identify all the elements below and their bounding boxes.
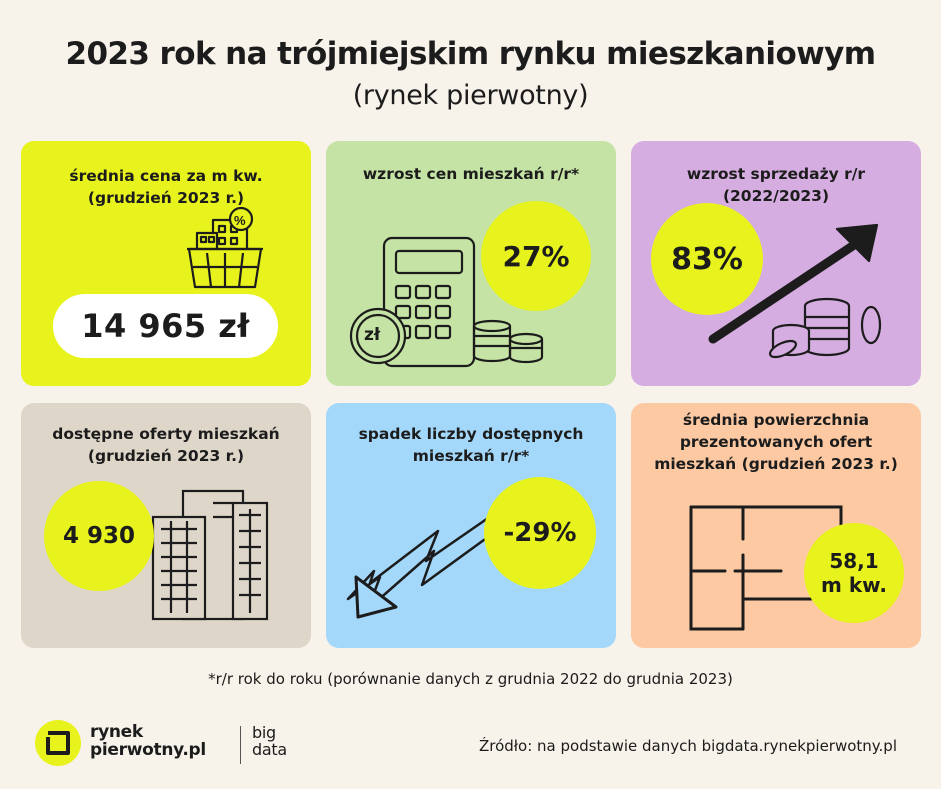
coin-symbol-text: zł (364, 325, 381, 345)
sales-growth-value: 83% (651, 203, 763, 315)
card-available-offers: dostępne oferty mieszkań (grudzień 2023 … (21, 403, 311, 648)
available-offers-value: 4 930 (44, 481, 154, 591)
card-price-per-sqm: % średnia cena za m kw. (grudzień 2023 r… (21, 141, 311, 386)
card-label: średnia powierzchnia prezentowanych ofer… (654, 411, 898, 473)
footnote: *r/r rok do roku (porównanie danych z gr… (208, 670, 733, 688)
logo-partner: big data (252, 723, 287, 759)
source-note: Źródło: na podstawie danych bigdata.ryne… (478, 737, 897, 755)
page-title: 2023 rok na trójmiejskim rynku mieszkani… (65, 36, 876, 72)
calculator-coins-icon (349, 236, 544, 368)
card-average-area: średnia powierzchnia prezentowanych ofer… (631, 403, 921, 648)
price-growth-value: 27% (481, 201, 591, 311)
price-value-pill: 14 965 zł (53, 294, 278, 358)
card-price-growth: wzrost cen mieszkań r/r* zł 27% (326, 141, 616, 386)
card-label: wzrost sprzedaży r/r (2022/2023) (686, 165, 866, 205)
buildings-icon (151, 489, 269, 621)
falling-arrow-icon (346, 505, 512, 619)
page-subtitle: (rynek pierwotny) (352, 80, 589, 111)
svg-text:%: % (234, 213, 246, 228)
card-label: spadek liczby dostępnych mieszkań r/r* (358, 425, 584, 465)
card-label: średnia cena za m kw. (grudzień 2023 r.) (69, 167, 263, 207)
average-area-value: 58,1 m kw. (804, 523, 904, 623)
shopping-basket-buildings-icon: % (187, 206, 263, 289)
card-sales-growth: 83% wzrost sprzedaży r/r (2022/2023) (631, 141, 921, 386)
supply-decline-value: -29% (484, 477, 596, 589)
card-label: dostępne oferty mieszkań (grudzień 2023 … (52, 425, 280, 465)
rising-arrow-coins-icon (708, 223, 882, 359)
logo-mark-icon (35, 720, 81, 766)
logo-divider (240, 726, 241, 764)
logo-name: rynek pierwotny.pl (90, 722, 206, 760)
card-supply-decline: spadek liczby dostępnych mieszkań r/r* -… (326, 403, 616, 648)
card-label: wzrost cen mieszkań r/r* (362, 165, 580, 183)
